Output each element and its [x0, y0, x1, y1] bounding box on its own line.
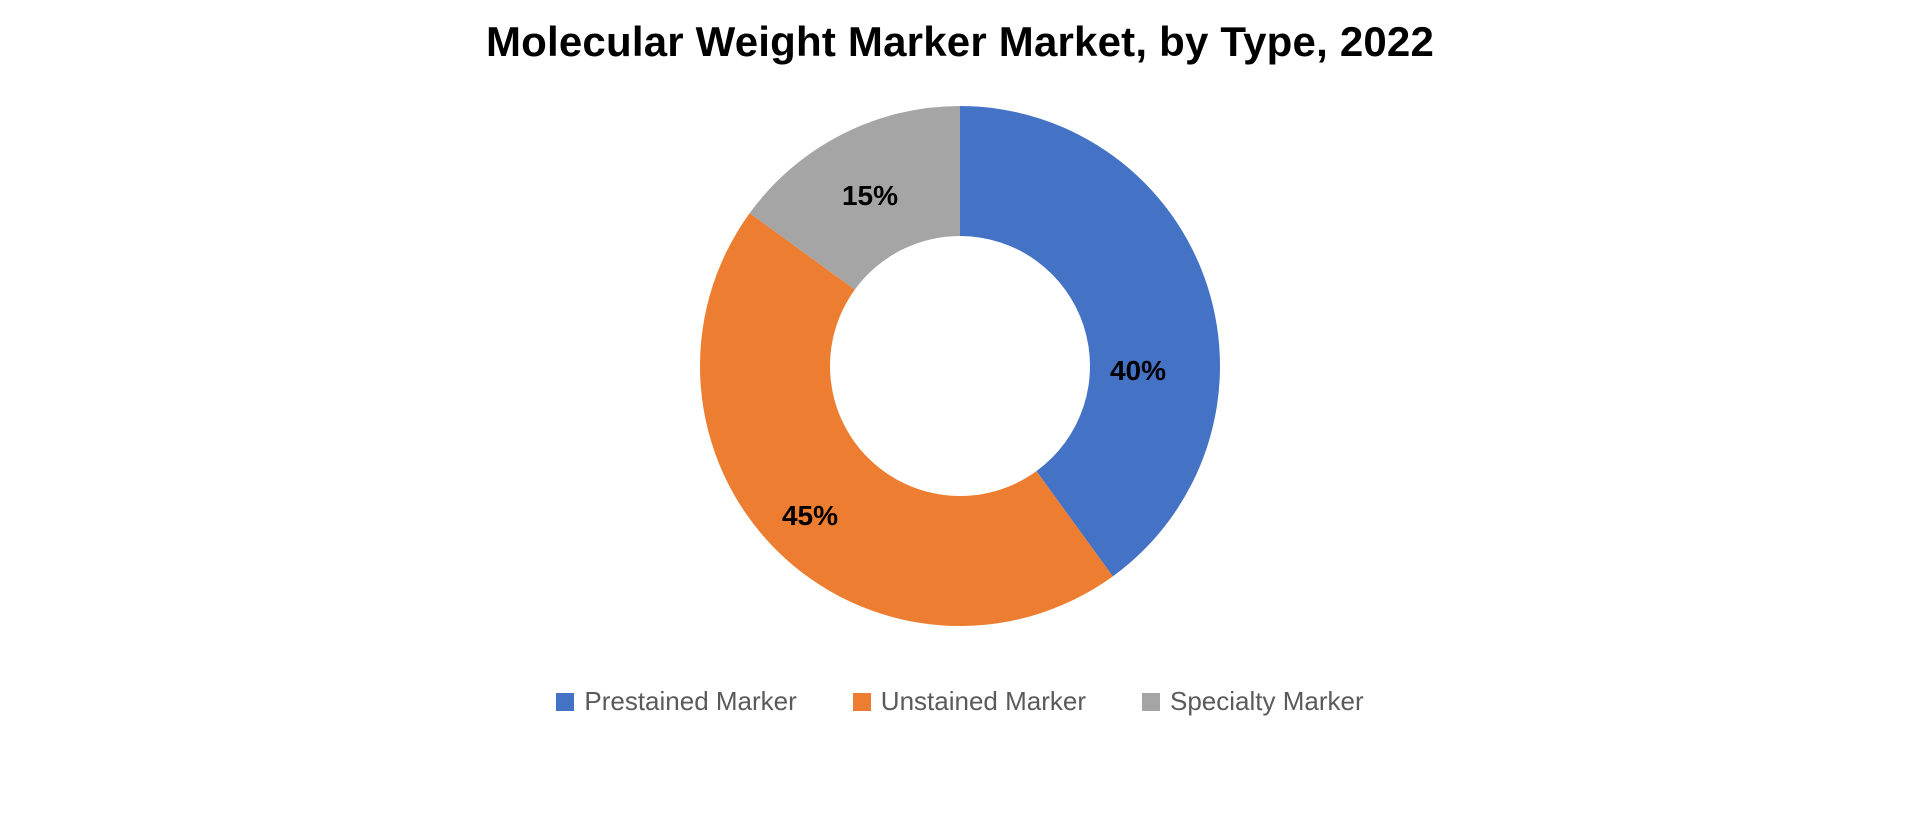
donut-chart: 40% 45% 15% [680, 86, 1240, 646]
slice-label: 40% [1110, 355, 1166, 387]
legend-label: Specialty Marker [1170, 686, 1364, 717]
legend-item: Specialty Marker [1142, 686, 1364, 717]
chart-container: Molecular Weight Marker Market, by Type,… [0, 0, 1920, 818]
legend-swatch [1142, 693, 1160, 711]
legend-swatch [556, 693, 574, 711]
legend-swatch [853, 693, 871, 711]
legend-label: Unstained Marker [881, 686, 1086, 717]
chart-title: Molecular Weight Marker Market, by Type,… [486, 18, 1434, 66]
legend-label: Prestained Marker [584, 686, 796, 717]
slice-label: 45% [782, 500, 838, 532]
legend-item: Unstained Marker [853, 686, 1086, 717]
legend-item: Prestained Marker [556, 686, 796, 717]
legend: Prestained Marker Unstained Marker Special… [556, 686, 1363, 717]
slice-label: 15% [842, 180, 898, 212]
donut-slice [700, 213, 1113, 626]
